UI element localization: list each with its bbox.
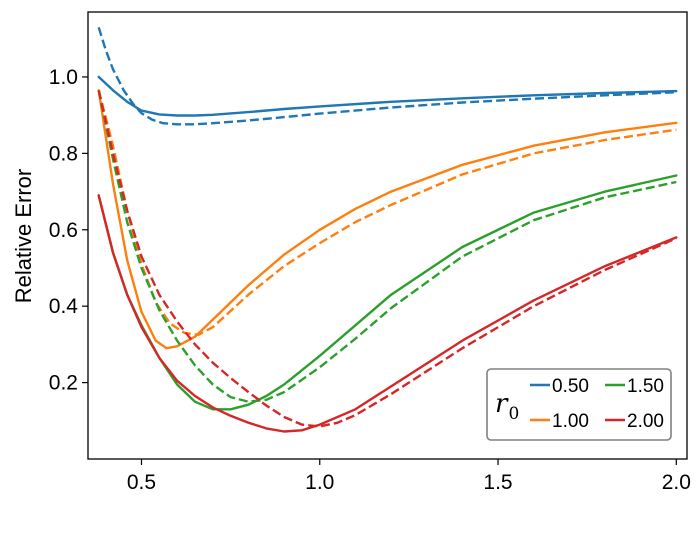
series-line-1-00-dashed xyxy=(97,90,677,336)
x-tick-label: 0.5 xyxy=(127,471,156,494)
y-tick-label: 0.6 xyxy=(49,219,78,242)
series-line-2-00-solid xyxy=(97,194,678,433)
series-line-1-00-solid xyxy=(97,89,678,350)
series-line-0-50-solid xyxy=(97,75,678,117)
series-line-1-50-dashed xyxy=(97,90,677,403)
y-tick-label: 0.8 xyxy=(49,142,78,165)
y-axis-label: Relative Error xyxy=(11,169,36,303)
series-line-2-00-dashed xyxy=(97,90,677,428)
series-layer xyxy=(97,26,678,433)
legend-label-0-50: 0.50 xyxy=(552,376,589,397)
x-tick-label: 1.5 xyxy=(483,471,512,494)
ticks-layer: 0.5 1.0 1.5 2.0 0.2 0.4 0.6 0.8 1.0 xyxy=(49,66,691,494)
legend-label-2-00: 2.00 xyxy=(627,411,664,432)
legend-title: r0 xyxy=(495,389,519,424)
y-tick-label: 1.0 xyxy=(49,66,78,89)
y-tick-label: 0.4 xyxy=(49,295,79,318)
x-tick-label: 1.0 xyxy=(305,471,334,494)
legend-entries: 0.50 1.00 1.50 2.00 xyxy=(530,376,664,432)
y-tick-label: 0.2 xyxy=(49,372,78,395)
series-line-0-50-dashed xyxy=(97,26,677,126)
plot-frame xyxy=(87,11,688,460)
x-tick-label: 2.0 xyxy=(662,471,691,494)
legend: r0 0.50 1.00 1.50 2.00 xyxy=(486,368,672,441)
legend-label-1-50: 1.50 xyxy=(627,376,664,397)
legend-label-1-00: 1.00 xyxy=(552,411,589,432)
legend-frame xyxy=(486,368,672,441)
